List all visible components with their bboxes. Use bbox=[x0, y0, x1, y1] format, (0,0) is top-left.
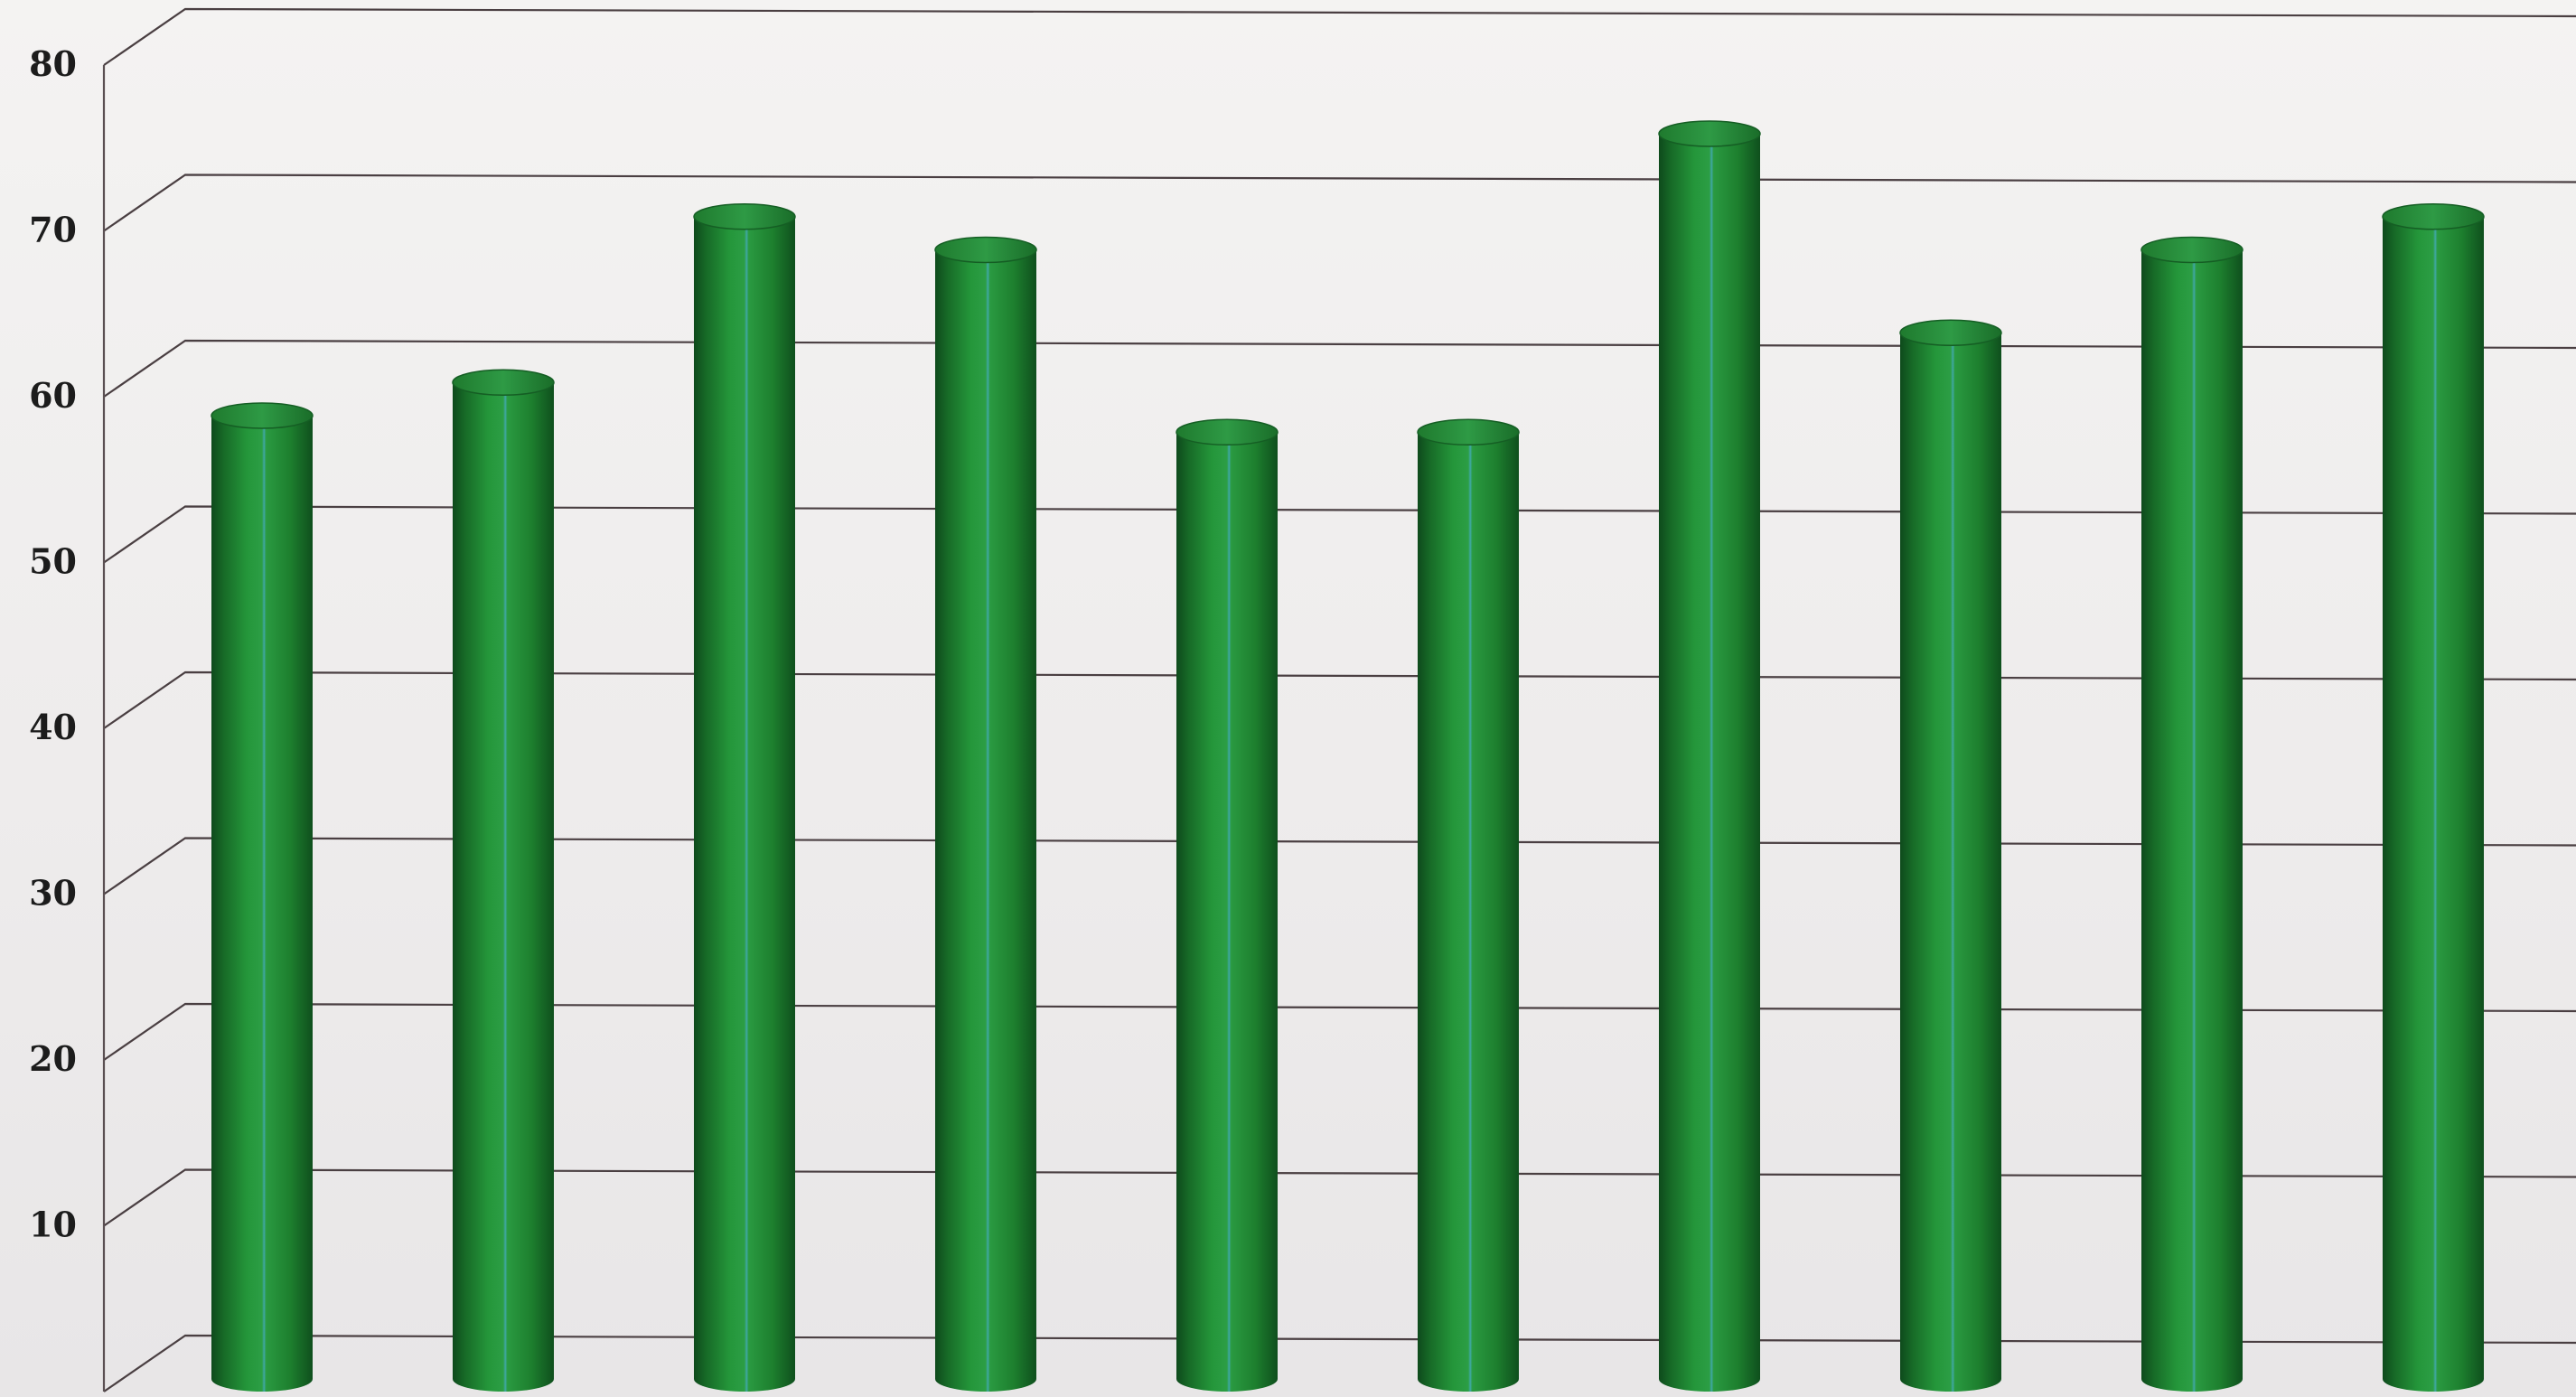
gridline-0 bbox=[103, 1334, 2576, 1392]
y-tick-label-80: 80 bbox=[29, 43, 77, 84]
gridline-30 bbox=[103, 837, 2576, 895]
bars bbox=[211, 120, 2485, 1392]
bar-9-body bbox=[2141, 249, 2243, 1392]
bar-5-body bbox=[1176, 432, 1278, 1392]
gridline-20 bbox=[103, 1002, 2576, 1061]
bar-1-body bbox=[211, 415, 313, 1392]
bar-2 bbox=[452, 369, 555, 1392]
gridline-50 bbox=[103, 505, 2576, 564]
gridline-70 bbox=[103, 173, 2576, 232]
bar-6-body bbox=[1418, 432, 1519, 1392]
gridline-40 bbox=[103, 670, 2576, 729]
y-tick-label-70: 70 bbox=[29, 210, 77, 250]
y-tick-label-30: 30 bbox=[29, 873, 77, 914]
y-tick-labels: 10 20 30 40 50 60 70 80 bbox=[29, 43, 77, 1245]
y-tick-label-10: 10 bbox=[29, 1205, 77, 1245]
bar-3-cap bbox=[693, 203, 796, 230]
bar-9-cap bbox=[2140, 236, 2243, 264]
gridlines bbox=[103, 7, 2576, 1392]
y-tick-label-60: 60 bbox=[29, 375, 77, 416]
bar-1-cap bbox=[211, 402, 314, 429]
bar-4 bbox=[934, 236, 1037, 1392]
bar-7 bbox=[1658, 120, 1761, 1392]
bar-10-body bbox=[2383, 216, 2484, 1392]
bar-3 bbox=[693, 203, 796, 1392]
bar-7-body bbox=[1659, 134, 1760, 1392]
bar-2-body bbox=[453, 382, 554, 1392]
bar-6-cap bbox=[1417, 418, 1520, 446]
bar-8 bbox=[1899, 319, 2002, 1392]
bar-4-body bbox=[935, 249, 1036, 1392]
y-tick-label-50: 50 bbox=[29, 541, 77, 582]
bar-5 bbox=[1176, 418, 1279, 1392]
bar-2-cap bbox=[452, 369, 555, 396]
bar-9 bbox=[2140, 236, 2243, 1392]
bar-3-body bbox=[694, 216, 795, 1392]
bar-8-body bbox=[1900, 333, 2001, 1392]
bar-4-cap bbox=[934, 236, 1037, 264]
bar-10-cap bbox=[2382, 203, 2485, 230]
bar-6 bbox=[1417, 418, 1520, 1392]
bar-8-cap bbox=[1899, 319, 2002, 346]
bar-7-cap bbox=[1658, 120, 1761, 147]
y-tick-label-20: 20 bbox=[29, 1038, 77, 1079]
bar-1 bbox=[211, 402, 314, 1392]
gridline-80 bbox=[103, 7, 2576, 66]
bar-5-cap bbox=[1176, 418, 1279, 446]
bar-10 bbox=[2382, 203, 2485, 1392]
gridline-60 bbox=[103, 339, 2576, 398]
gridline-10 bbox=[103, 1168, 2576, 1227]
y-tick-label-40: 40 bbox=[29, 707, 77, 747]
